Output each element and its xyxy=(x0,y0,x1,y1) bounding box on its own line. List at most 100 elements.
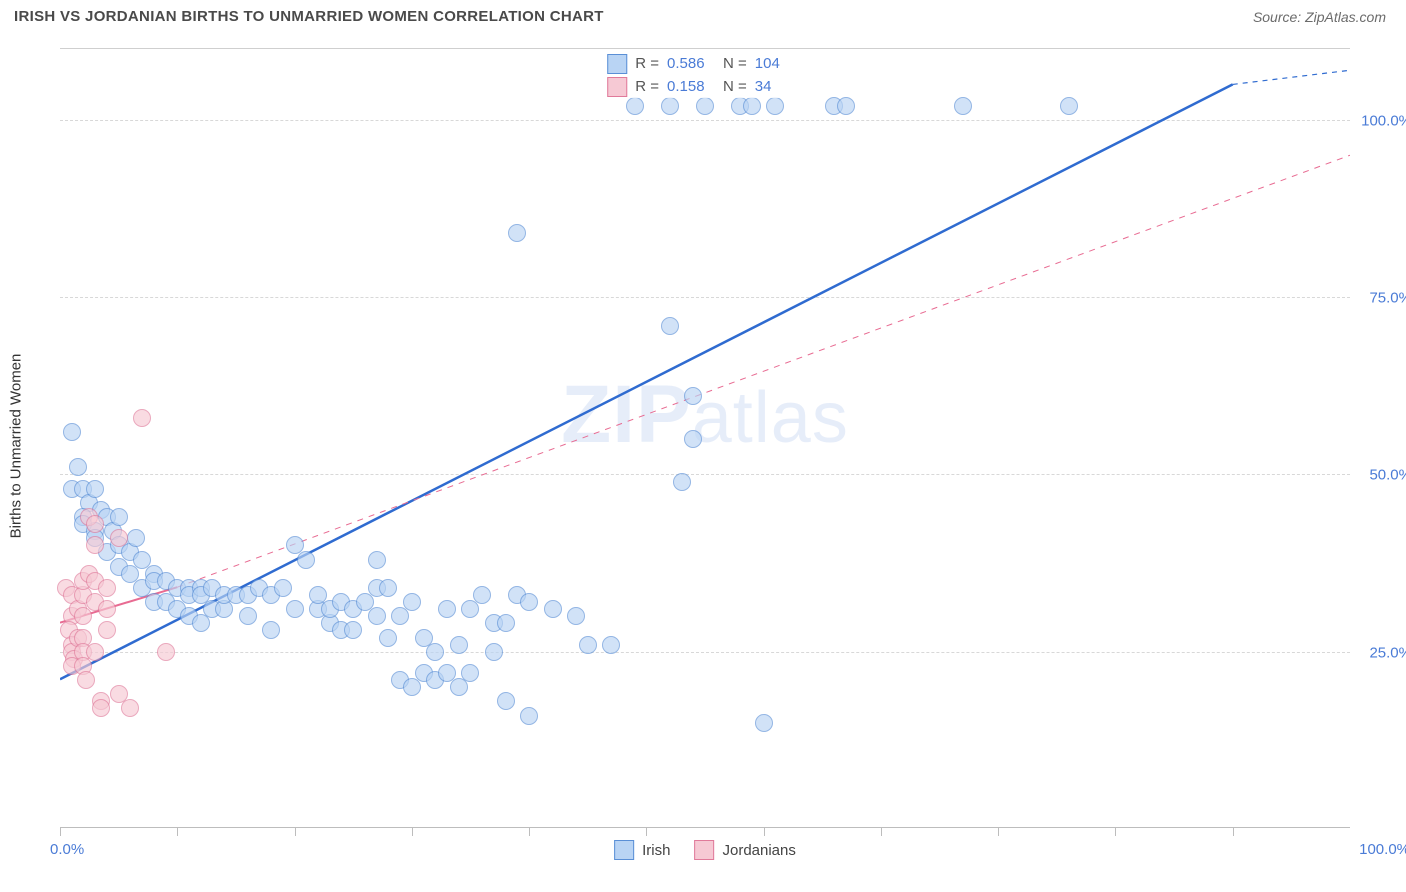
marker-irish xyxy=(426,643,444,661)
marker-irish xyxy=(438,600,456,618)
marker-irish xyxy=(579,636,597,654)
legend-n-value: 104 xyxy=(755,53,803,76)
marker-irish xyxy=(239,607,257,625)
marker-jordanians xyxy=(133,409,151,427)
x-tick xyxy=(1115,828,1116,836)
x-tick xyxy=(998,828,999,836)
marker-irish xyxy=(86,480,104,498)
marker-irish xyxy=(661,97,679,115)
marker-irish xyxy=(368,551,386,569)
marker-irish xyxy=(755,714,773,732)
marker-jordanians xyxy=(86,515,104,533)
marker-jordanians xyxy=(98,600,116,618)
chart-title: IRISH VS JORDANIAN BIRTHS TO UNMARRIED W… xyxy=(14,8,604,25)
marker-irish xyxy=(684,387,702,405)
legend-label: Jordanians xyxy=(722,842,795,859)
x-tick xyxy=(529,828,530,836)
legend-item-jordanians: Jordanians xyxy=(694,840,795,860)
marker-irish xyxy=(286,600,304,618)
marker-irish xyxy=(127,529,145,547)
y-tick-label: 50.0% xyxy=(1369,467,1406,484)
marker-irish xyxy=(473,586,491,604)
marker-irish xyxy=(508,224,526,242)
marker-irish xyxy=(69,458,87,476)
marker-irish xyxy=(403,593,421,611)
legend-series: Irish Jordanians xyxy=(614,840,796,860)
marker-jordanians xyxy=(86,643,104,661)
legend-n-label: N = xyxy=(723,53,747,76)
chart-header: IRISH VS JORDANIAN BIRTHS TO UNMARRIED W… xyxy=(0,0,1406,33)
marker-irish xyxy=(497,614,515,632)
marker-irish xyxy=(497,692,515,710)
marker-irish xyxy=(297,551,315,569)
marker-irish xyxy=(450,636,468,654)
legend-n-label: N = xyxy=(723,76,747,99)
x-tick xyxy=(1233,828,1234,836)
marker-jordanians xyxy=(121,699,139,717)
marker-jordanians xyxy=(157,643,175,661)
marker-irish xyxy=(766,97,784,115)
x-tick xyxy=(412,828,413,836)
y-tick-label: 25.0% xyxy=(1369,644,1406,661)
marker-jordanians xyxy=(110,529,128,547)
marker-irish xyxy=(661,317,679,335)
legend-r-label: R = xyxy=(635,53,659,76)
chart-source: Source: ZipAtlas.com xyxy=(1253,9,1386,25)
x-tick xyxy=(881,828,882,836)
marker-jordanians xyxy=(92,699,110,717)
legend-r-label: R = xyxy=(635,76,659,99)
marker-irish xyxy=(485,643,503,661)
marker-jordanians xyxy=(98,621,116,639)
x-tick xyxy=(764,828,765,836)
legend-label: Irish xyxy=(642,842,670,859)
marker-irish xyxy=(379,579,397,597)
x-tick xyxy=(295,828,296,836)
x-tick xyxy=(60,828,61,836)
marker-irish xyxy=(1060,97,1078,115)
marker-irish xyxy=(63,423,81,441)
marker-irish xyxy=(520,707,538,725)
legend-r-value: 0.158 xyxy=(667,76,715,99)
legend-swatch-jordanian xyxy=(694,840,714,860)
legend-n-value: 34 xyxy=(755,76,803,99)
marker-irish xyxy=(262,621,280,639)
marker-irish xyxy=(368,607,386,625)
marker-irish xyxy=(696,97,714,115)
legend-stats-row: R = 0.158 N = 34 xyxy=(607,76,803,99)
marker-irish xyxy=(461,600,479,618)
x-tick xyxy=(177,828,178,836)
marker-irish xyxy=(379,629,397,647)
marker-irish xyxy=(391,607,409,625)
marker-irish xyxy=(837,97,855,115)
y-tick-label: 75.0% xyxy=(1369,290,1406,307)
marker-irish xyxy=(450,678,468,696)
marker-jordanians xyxy=(74,607,92,625)
x-tick xyxy=(646,828,647,836)
legend-swatch-jordanian xyxy=(607,77,627,97)
y-axis-label: Births to Unmarried Women xyxy=(8,354,25,539)
marker-irish xyxy=(461,664,479,682)
legend-swatch-irish xyxy=(607,54,627,74)
legend-stats: R = 0.586 N = 104 R = 0.158 N = 34 xyxy=(607,53,803,98)
marker-irish xyxy=(743,97,761,115)
marker-irish xyxy=(192,614,210,632)
legend-r-value: 0.586 xyxy=(667,53,715,76)
legend-stats-row: R = 0.586 N = 104 xyxy=(607,53,803,76)
y-tick-label: 100.0% xyxy=(1361,112,1406,129)
marker-irish xyxy=(626,97,644,115)
marker-irish xyxy=(602,636,620,654)
x-axis-max-label: 100.0% xyxy=(1359,841,1406,858)
marker-irish xyxy=(544,600,562,618)
chart-plot-area: ZIPatlas 25.0%50.0%75.0%100.0% 0.0% 100.… xyxy=(60,48,1350,828)
x-axis-min-label: 0.0% xyxy=(50,841,84,858)
marker-irish xyxy=(274,579,292,597)
marker-irish xyxy=(403,678,421,696)
marker-irish xyxy=(673,473,691,491)
marker-irish xyxy=(110,508,128,526)
marker-irish xyxy=(344,621,362,639)
marker-jordanians xyxy=(77,671,95,689)
marker-irish xyxy=(520,593,538,611)
marker-irish xyxy=(567,607,585,625)
legend-item-irish: Irish xyxy=(614,840,670,860)
marker-jordanians xyxy=(86,536,104,554)
